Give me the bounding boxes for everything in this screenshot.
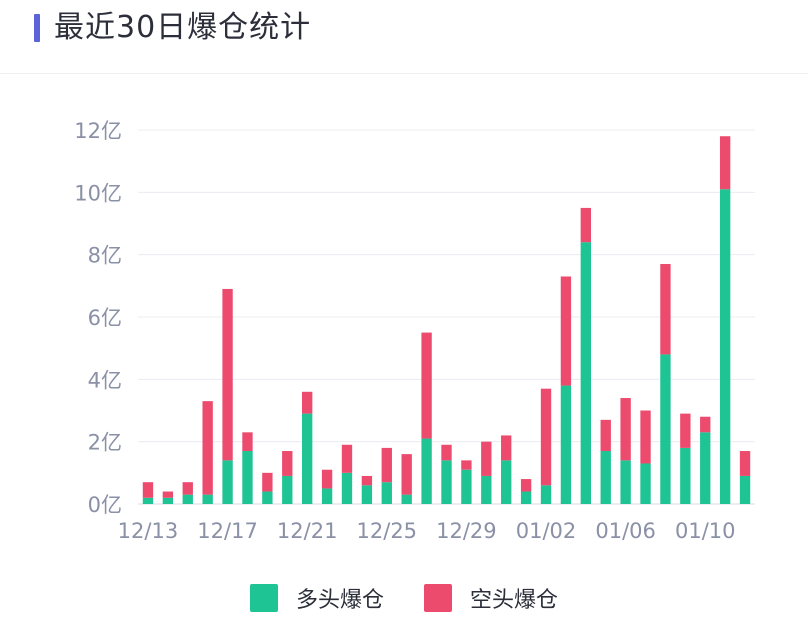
bar-long-01/02[interactable] — [540, 485, 552, 504]
bar-long-01/10[interactable] — [700, 432, 711, 504]
y-tick-label: 8亿 — [88, 244, 122, 268]
bar-long-12/30[interactable] — [481, 475, 492, 504]
legend-label-short: 空头爆仓 — [470, 588, 559, 613]
bar-short-12/16[interactable] — [202, 401, 213, 495]
y-tick-label: 10亿 — [74, 181, 122, 205]
bar-short-12/13[interactable] — [142, 482, 154, 498]
bar-long-12/22[interactable] — [321, 488, 333, 504]
x-tick-label: 12/25 — [357, 519, 418, 543]
x-tick-label: 12/13 — [118, 519, 179, 543]
x-tick-label: 01/10 — [675, 519, 736, 543]
bar-long-12/31[interactable] — [501, 460, 512, 504]
bar-short-01/07[interactable] — [640, 410, 651, 464]
bar-short-12/14[interactable] — [162, 491, 174, 498]
bar-short-12/31[interactable] — [501, 435, 512, 461]
bar-short-01/10[interactable] — [700, 416, 711, 433]
chart-legend: 多头爆仓 空头爆仓 — [0, 578, 808, 618]
bar-long-12/15[interactable] — [182, 494, 193, 504]
bar-long-01/04[interactable] — [580, 242, 591, 504]
legend-item-short[interactable]: 空头爆仓 — [424, 582, 558, 614]
bar-short-01/11[interactable] — [719, 136, 731, 190]
bar-long-01/09[interactable] — [680, 447, 691, 504]
bar-long-12/27[interactable] — [421, 438, 432, 504]
bar-long-12/24[interactable] — [361, 485, 373, 504]
bar-short-01/03[interactable] — [560, 276, 572, 386]
bar-long-12/21[interactable] — [302, 413, 313, 504]
bar-long-12/17[interactable] — [222, 460, 233, 504]
bar-long-01/01[interactable] — [520, 491, 532, 504]
bar-long-12/18[interactable] — [242, 451, 253, 504]
bar-long-12/16[interactable] — [202, 494, 213, 504]
x-tick-label: 12/29 — [436, 519, 497, 543]
bar-long-01/06[interactable] — [620, 460, 631, 504]
bar-short-12/27[interactable] — [421, 332, 432, 439]
bar-short-12/19[interactable] — [262, 472, 273, 492]
bar-long-12/25[interactable] — [381, 482, 392, 504]
bar-long-12/28[interactable] — [441, 460, 452, 504]
bar-short-12/18[interactable] — [242, 432, 253, 452]
bar-long-01/03[interactable] — [560, 385, 572, 504]
bar-short-01/06[interactable] — [620, 398, 631, 461]
bar-short-12/17[interactable] — [222, 288, 233, 461]
bar-short-01/12[interactable] — [739, 451, 751, 476]
bar-long-12/29[interactable] — [461, 469, 472, 504]
y-axis-ticks: 0亿 2亿 4亿 6亿 8亿 10亿 12亿 — [74, 119, 122, 517]
bar-short-01/05[interactable] — [600, 419, 611, 452]
legend-swatch-long — [249, 584, 278, 612]
bar-short-12/26[interactable] — [401, 454, 412, 495]
bar-short-12/25[interactable] — [381, 447, 392, 483]
bar-short-01/04[interactable] — [580, 207, 591, 243]
bar-long-12/19[interactable] — [262, 491, 273, 504]
bar-short-12/21[interactable] — [302, 391, 313, 414]
y-tick-label: 0亿 — [88, 493, 122, 517]
bar-short-01/01[interactable] — [520, 479, 532, 492]
x-tick-label: 01/02 — [516, 519, 577, 543]
x-tick-label: 12/17 — [197, 519, 258, 543]
x-tick-label: 01/06 — [595, 519, 656, 543]
bar-long-01/07[interactable] — [640, 463, 651, 504]
y-tick-label: 4亿 — [88, 368, 122, 392]
bar-long-12/13[interactable] — [142, 497, 154, 504]
header: 最近30日爆仓统计 — [0, 0, 808, 74]
x-tick-label: 12/21 — [277, 519, 338, 543]
bars-layer — [142, 136, 751, 504]
bar-short-12/20[interactable] — [282, 451, 293, 476]
bar-short-12/29[interactable] — [461, 460, 472, 470]
bar-long-12/23[interactable] — [341, 472, 353, 504]
bar-short-12/23[interactable] — [341, 444, 353, 473]
bar-long-01/05[interactable] — [600, 451, 611, 504]
bar-short-01/02[interactable] — [540, 388, 552, 486]
bar-long-01/08[interactable] — [660, 354, 671, 504]
bar-short-12/28[interactable] — [441, 444, 452, 461]
title-accent-bar — [34, 14, 40, 42]
bar-short-12/15[interactable] — [182, 482, 193, 495]
bar-short-01/08[interactable] — [660, 264, 671, 355]
chart-container: 0亿 2亿 4亿 6亿 8亿 10亿 12亿 12/13 12/17 12/21 12/25 12/… — [0, 74, 808, 641]
page-title: 最近30日爆仓统计 — [54, 10, 312, 45]
y-tick-label: 6亿 — [88, 306, 122, 330]
bar-short-01/09[interactable] — [680, 413, 691, 448]
legend-item-long[interactable]: 多头爆仓 — [249, 582, 384, 614]
y-tick-label: 12亿 — [74, 119, 122, 143]
bar-long-12/14[interactable] — [162, 497, 174, 504]
x-axis-ticks: 12/13 12/17 12/21 12/25 12/29 01/02 01/06 01/10 — [118, 519, 736, 543]
y-tick-label: 2亿 — [88, 431, 122, 455]
bar-long-12/20[interactable] — [282, 475, 293, 504]
bar-short-12/30[interactable] — [481, 441, 492, 476]
grid-layer — [138, 129, 755, 505]
bar-long-12/26[interactable] — [401, 494, 412, 504]
bar-long-01/11[interactable] — [719, 189, 731, 504]
legend-label-long: 多头爆仓 — [295, 588, 384, 613]
bar-short-12/22[interactable] — [321, 469, 333, 489]
bar-long-01/12[interactable] — [739, 475, 751, 504]
bar-short-12/24[interactable] — [361, 475, 373, 486]
legend-swatch-short — [424, 584, 452, 612]
